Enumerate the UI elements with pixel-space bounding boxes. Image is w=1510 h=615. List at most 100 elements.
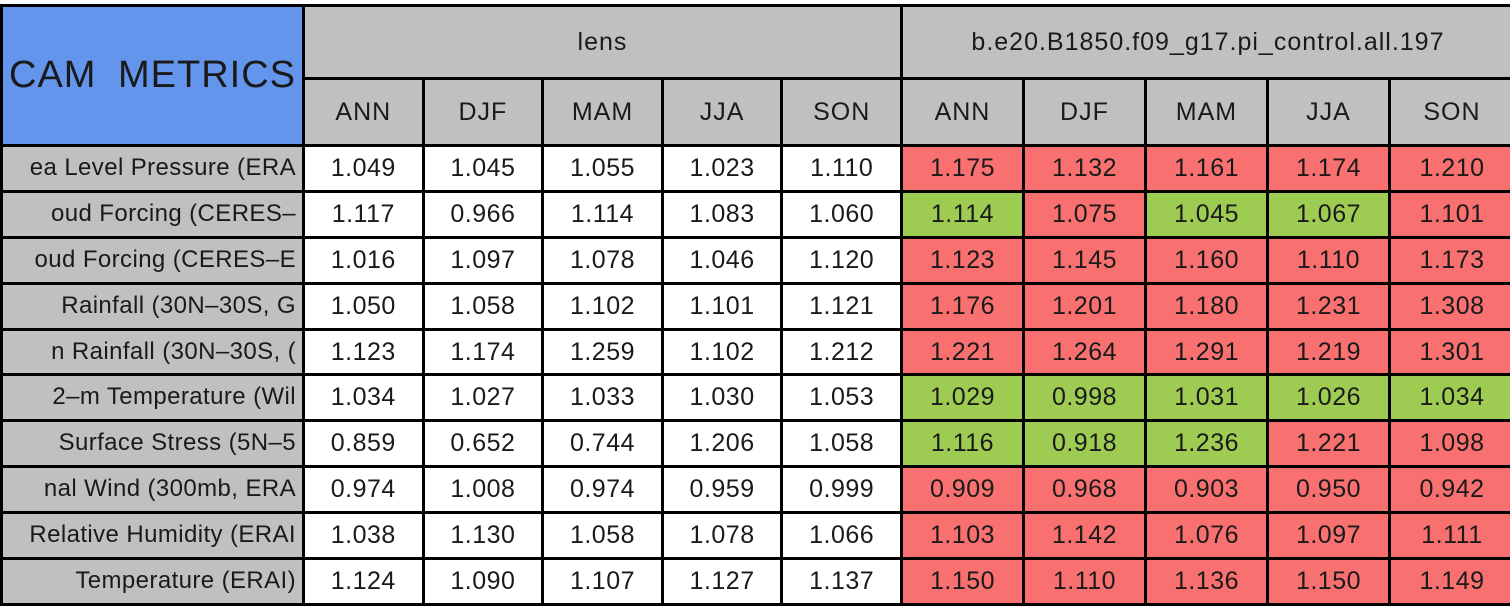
model-value-cell: 1.136 bbox=[1146, 560, 1269, 606]
model-value-cell: 1.149 bbox=[1390, 560, 1510, 606]
model-value-cell: 1.219 bbox=[1268, 330, 1391, 377]
lens-value-cell: 1.127 bbox=[663, 560, 784, 606]
lens-value-cell: 1.023 bbox=[663, 147, 784, 193]
lens-value-cell: 1.058 bbox=[783, 422, 903, 469]
lens-value-cell: 0.959 bbox=[663, 468, 784, 515]
model-value-cell: 1.160 bbox=[1146, 238, 1269, 285]
model-value-cell: 1.175 bbox=[902, 147, 1025, 193]
group-header-model-case: b.e20.B1850.f09_g17.pi_control.all.197 bbox=[902, 7, 1510, 80]
model-value-cell: 1.201 bbox=[1024, 284, 1147, 331]
season-header: ANN bbox=[902, 80, 1025, 147]
season-header: SON bbox=[783, 80, 903, 147]
model-value-cell: 1.110 bbox=[1024, 560, 1147, 606]
model-value-cell: 1.150 bbox=[902, 560, 1025, 606]
lens-value-cell: 1.016 bbox=[305, 238, 425, 285]
metric-label: ea Level Pressure (ERA bbox=[3, 147, 305, 193]
season-header: JJA bbox=[1268, 80, 1391, 147]
model-value-cell: 1.221 bbox=[902, 330, 1025, 377]
season-header: JJA bbox=[663, 80, 784, 147]
metric-label-text: Surface Stress (5N–5 bbox=[58, 429, 296, 457]
metric-label: oud Forcing (CERES–E bbox=[3, 238, 305, 285]
lens-value-cell: 1.027 bbox=[424, 376, 545, 423]
lens-value-cell: 1.121 bbox=[783, 284, 903, 331]
metric-label: Relative Humidity (ERAI bbox=[3, 514, 305, 561]
lens-value-cell: 1.137 bbox=[783, 560, 903, 606]
lens-value-cell: 1.110 bbox=[783, 147, 903, 193]
lens-value-cell: 1.058 bbox=[424, 284, 545, 331]
model-value-cell: 1.301 bbox=[1390, 330, 1510, 377]
model-value-cell: 0.942 bbox=[1390, 468, 1510, 515]
lens-value-cell: 1.083 bbox=[663, 192, 784, 239]
lens-value-cell: 1.102 bbox=[663, 330, 784, 377]
model-value-cell: 1.045 bbox=[1146, 192, 1269, 239]
lens-value-cell: 1.053 bbox=[783, 376, 903, 423]
lens-value-cell: 1.090 bbox=[424, 560, 545, 606]
model-value-cell: 1.097 bbox=[1268, 514, 1391, 561]
lens-value-cell: 1.045 bbox=[424, 147, 545, 193]
season-header: SON bbox=[1390, 80, 1510, 147]
model-value-cell: 1.111 bbox=[1390, 514, 1510, 561]
lens-value-cell: 1.206 bbox=[663, 422, 784, 469]
model-value-cell: 1.180 bbox=[1146, 284, 1269, 331]
season-header: DJF bbox=[424, 80, 545, 147]
model-value-cell: 0.918 bbox=[1024, 422, 1147, 469]
lens-value-cell: 1.050 bbox=[305, 284, 425, 331]
model-value-cell: 1.101 bbox=[1390, 192, 1510, 239]
season-header: MAM bbox=[544, 80, 664, 147]
lens-value-cell: 1.174 bbox=[424, 330, 545, 377]
lens-value-cell: 1.114 bbox=[544, 192, 664, 239]
group-header-lens: lens bbox=[305, 7, 903, 80]
model-value-cell: 1.075 bbox=[1024, 192, 1147, 239]
lens-value-cell: 1.102 bbox=[544, 284, 664, 331]
lens-value-cell: 1.117 bbox=[305, 192, 425, 239]
model-value-cell: 1.116 bbox=[902, 422, 1025, 469]
model-value-cell: 1.145 bbox=[1024, 238, 1147, 285]
model-value-cell: 1.308 bbox=[1390, 284, 1510, 331]
model-value-cell: 0.909 bbox=[902, 468, 1025, 515]
model-value-cell: 1.236 bbox=[1146, 422, 1269, 469]
model-value-cell: 0.998 bbox=[1024, 376, 1147, 423]
lens-value-cell: 1.034 bbox=[305, 376, 425, 423]
model-value-cell: 1.110 bbox=[1268, 238, 1391, 285]
model-value-cell: 1.173 bbox=[1390, 238, 1510, 285]
lens-value-cell: 0.966 bbox=[424, 192, 545, 239]
model-value-cell: 1.034 bbox=[1390, 376, 1510, 423]
lens-value-cell: 1.008 bbox=[424, 468, 545, 515]
model-value-cell: 1.264 bbox=[1024, 330, 1147, 377]
metric-label-text: 2–m Temperature (Wil bbox=[52, 383, 296, 411]
model-value-cell: 1.067 bbox=[1268, 192, 1391, 239]
lens-value-cell: 1.055 bbox=[544, 147, 664, 193]
lens-value-cell: 1.101 bbox=[663, 284, 784, 331]
lens-value-cell: 1.046 bbox=[663, 238, 784, 285]
lens-value-cell: 1.033 bbox=[544, 376, 664, 423]
metric-label-text: n Rainfall (30N–30S, ( bbox=[51, 337, 296, 365]
metric-label-text: oud Forcing (CERES–E bbox=[34, 245, 296, 273]
model-value-cell: 1.114 bbox=[902, 192, 1025, 239]
lens-value-cell: 1.060 bbox=[783, 192, 903, 239]
lens-value-cell: 0.744 bbox=[544, 422, 664, 469]
metric-label-text: Temperature (ERAI) bbox=[75, 567, 296, 595]
metric-label: n Rainfall (30N–30S, ( bbox=[3, 330, 305, 377]
model-value-cell: 1.076 bbox=[1146, 514, 1269, 561]
lens-value-cell: 0.652 bbox=[424, 422, 545, 469]
season-header: ANN bbox=[305, 80, 425, 147]
lens-value-cell: 1.120 bbox=[783, 238, 903, 285]
model-value-cell: 1.031 bbox=[1146, 376, 1269, 423]
metric-label-text: oud Forcing (CERES– bbox=[50, 199, 296, 227]
lens-value-cell: 1.078 bbox=[544, 238, 664, 285]
metric-label-text: Rainfall (30N–30S, G bbox=[61, 291, 296, 319]
model-value-cell: 1.029 bbox=[902, 376, 1025, 423]
metric-label-text: Relative Humidity (ERAI bbox=[29, 521, 296, 549]
lens-value-cell: 0.999 bbox=[783, 468, 903, 515]
season-header: DJF bbox=[1024, 80, 1147, 147]
lens-value-cell: 1.049 bbox=[305, 147, 425, 193]
lens-value-cell: 1.078 bbox=[663, 514, 784, 561]
model-value-cell: 1.098 bbox=[1390, 422, 1510, 469]
model-value-cell: 1.291 bbox=[1146, 330, 1269, 377]
metric-label: nal Wind (300mb, ERA bbox=[3, 468, 305, 515]
metric-label-text: nal Wind (300mb, ERA bbox=[43, 475, 296, 503]
lens-value-cell: 1.124 bbox=[305, 560, 425, 606]
metric-label: oud Forcing (CERES– bbox=[3, 192, 305, 239]
cam-metrics-table: CAM METRICS lens b.e20.B1850.f09_g17.pi_… bbox=[0, 4, 1510, 606]
metric-label: Temperature (ERAI) bbox=[3, 560, 305, 606]
